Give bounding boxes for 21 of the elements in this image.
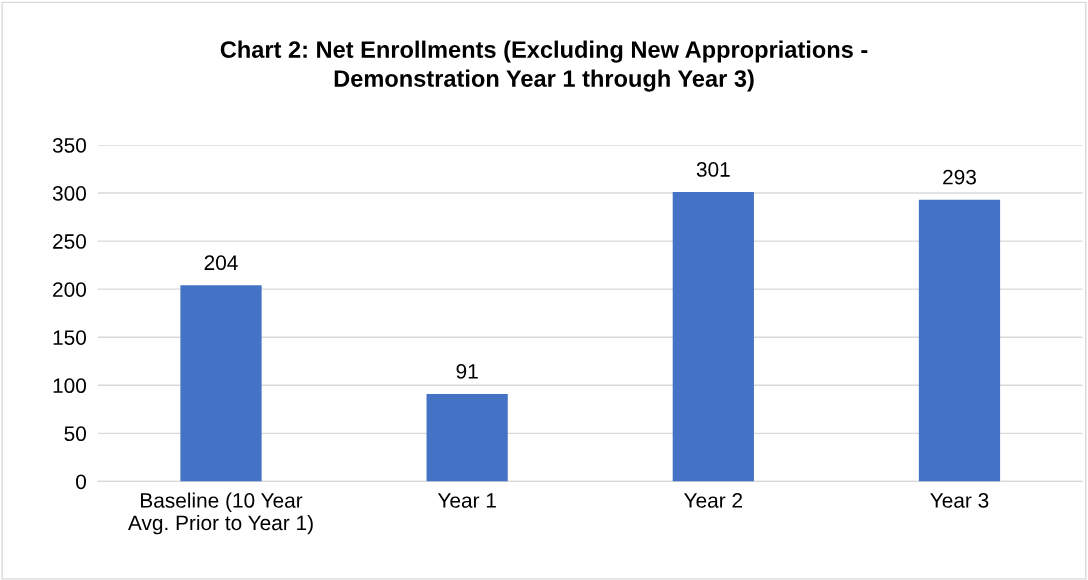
bar	[426, 393, 508, 482]
data-label: 293	[943, 169, 976, 185]
x-tick-label: Year 1	[437, 493, 496, 508]
y-tick-label: 300	[52, 186, 86, 201]
data-label: 91	[456, 363, 478, 379]
bar	[918, 199, 1001, 482]
bar	[180, 285, 262, 482]
y-tick-label: 50	[64, 426, 86, 442]
y-tick-label: 200	[53, 282, 86, 297]
x-tick-label: Baseline (10 Year Avg. Prior to Year 1)	[128, 492, 313, 535]
y-tick-label: 0	[76, 474, 86, 490]
y-tick-label: 350	[52, 138, 86, 153]
x-tick-label: Year 3	[930, 493, 989, 508]
data-label: 204	[204, 255, 238, 271]
data-label: 301	[696, 162, 730, 177]
bar	[672, 192, 754, 482]
y-tick-label: 150	[53, 330, 86, 345]
y-tick-label: 100	[53, 378, 86, 394]
y-tick-label: 250	[53, 234, 86, 249]
x-tick-label: Year 2	[684, 493, 743, 508]
chart-title: Chart 2: Net Enrollments (Excluding New Appropriations - Demonstration Year 1 through Year 3)	[220, 40, 868, 92]
